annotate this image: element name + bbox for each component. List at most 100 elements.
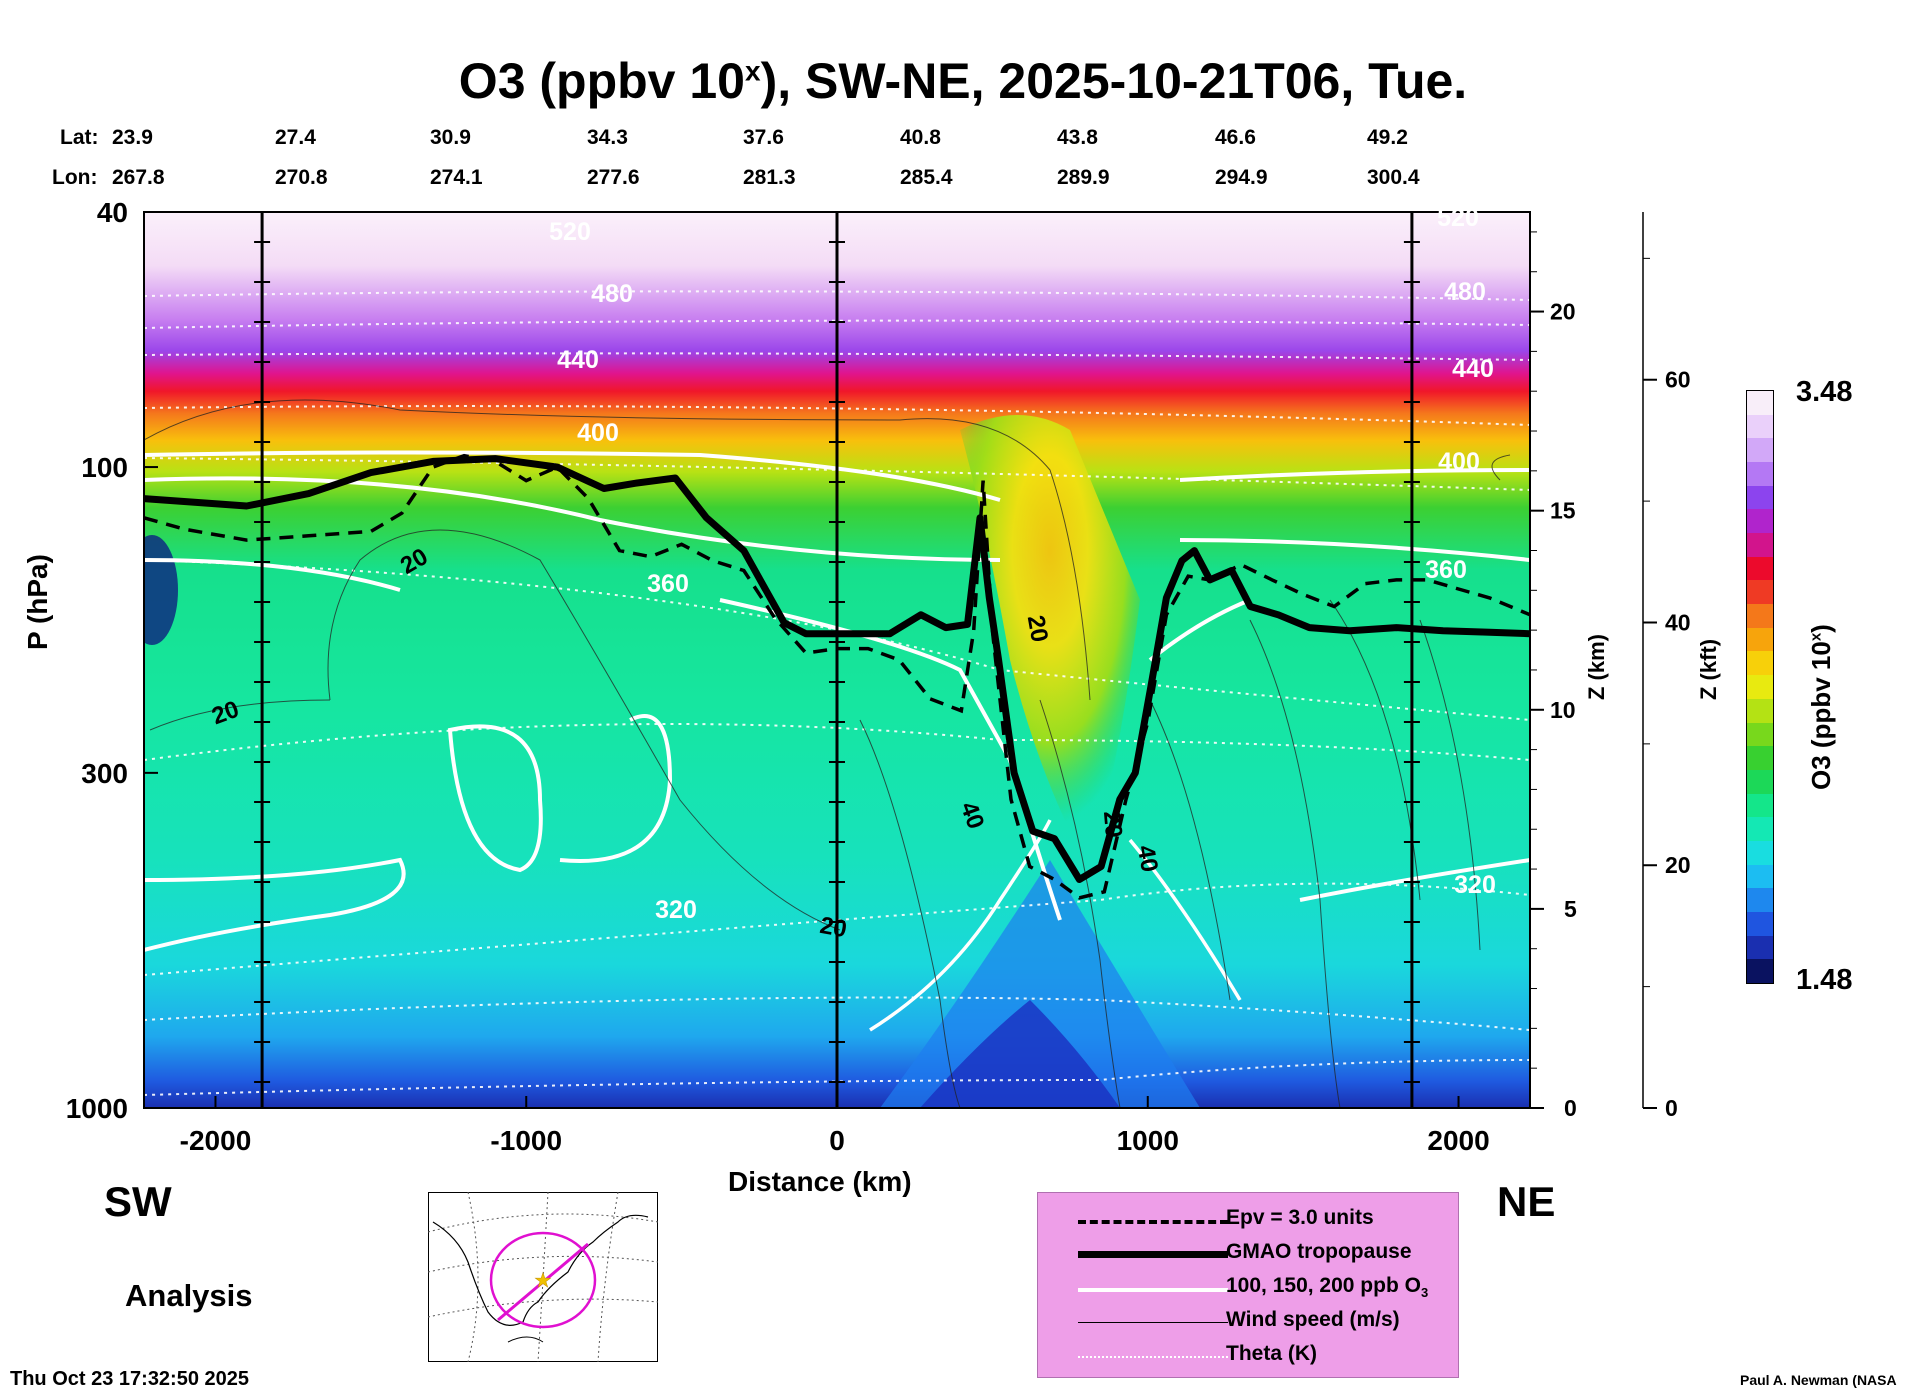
- lon-value: 270.8: [275, 166, 328, 189]
- z-km-tick-label: 10: [1550, 697, 1576, 723]
- theta-label: 520: [1437, 204, 1479, 232]
- o3-contour-200: [144, 450, 1530, 502]
- lon-value: 277.6: [587, 166, 640, 189]
- lat-label: Lat:: [60, 126, 99, 149]
- domain-circle: [489, 1231, 597, 1329]
- legend-item-theta: Theta (K): [1038, 1339, 1458, 1373]
- lat-value: 30.9: [430, 126, 471, 149]
- theta-label: 360: [1425, 556, 1467, 584]
- o3-contour-loop-2: [559, 714, 673, 863]
- lon-value: 285.4: [900, 166, 953, 189]
- lon-value: 294.9: [1215, 166, 1268, 189]
- lat-value: 40.8: [900, 126, 941, 149]
- colorbar-swatch: [1747, 745, 1773, 770]
- lon-value: 267.8: [112, 166, 165, 189]
- p-tick-label: 100: [81, 452, 128, 483]
- low-ozone-patch: [144, 535, 178, 645]
- p-tick-label: 1000: [66, 1093, 128, 1124]
- legend-item-o3: 100, 150, 200 ppb O3: [1038, 1271, 1458, 1305]
- colorbar: [1746, 390, 1774, 984]
- z-km-title: Z (km): [1584, 634, 1609, 700]
- lon-label: Lon:: [52, 166, 98, 189]
- o3-contour-loop-1: [447, 724, 543, 873]
- colorbar-swatch: [1747, 579, 1773, 605]
- timestamp: Thu Oct 23 17:32:50 2025: [10, 1368, 250, 1390]
- wind-contours: [144, 399, 1511, 1108]
- z-kft-title: Z (kft): [1696, 638, 1721, 700]
- colorbar-swatch: [1747, 508, 1773, 534]
- transect-line: [497, 1242, 589, 1322]
- theta-label: 320: [655, 896, 697, 924]
- legend-item-wind: Wind speed (m/s): [1038, 1305, 1458, 1339]
- map-inset: ★: [428, 1192, 658, 1362]
- legend: Epv = 3.0 units GMAO tropopause 100, 150…: [1037, 1192, 1459, 1378]
- lon-value: 300.4: [1367, 166, 1420, 189]
- credit: Paul A. Newman (NASA: [1740, 1372, 1897, 1388]
- direction-right: NE: [1497, 1178, 1556, 1225]
- theta-label: 400: [577, 419, 619, 447]
- theta-label: 480: [1444, 278, 1486, 306]
- theta-lines: [144, 290, 1530, 1096]
- colorbar-swatch: [1747, 887, 1773, 912]
- colorbar-min: 1.48: [1796, 964, 1853, 996]
- colorbar-title: O3 (ppbv 10x): [1806, 624, 1836, 790]
- direction-left: SW: [104, 1178, 172, 1225]
- z-kft-tick-label: 40: [1665, 609, 1691, 635]
- lon-value: 274.1: [430, 166, 483, 189]
- p-tick-label: 40: [97, 197, 128, 228]
- x-axis-title: Distance (km): [728, 1166, 912, 1197]
- colorbar-swatch: [1747, 391, 1773, 415]
- o3-contour-right: [1299, 858, 1530, 902]
- colorbar-swatch: [1747, 863, 1773, 889]
- z-kft-tick-label: 0: [1665, 1095, 1678, 1121]
- colorbar-swatch: [1747, 697, 1773, 723]
- tropopause-fold: [960, 415, 1140, 870]
- o3-contour-150: [144, 476, 1530, 562]
- colorbar-swatch: [1747, 531, 1773, 557]
- coastline: [432, 1214, 649, 1326]
- p-tick-label: 300: [81, 758, 128, 789]
- z-kft-tick-label: 60: [1665, 367, 1691, 393]
- legend-item-tropopause: GMAO tropopause: [1038, 1237, 1458, 1271]
- theta-label: 360: [647, 570, 689, 598]
- lat-value: 34.3: [587, 126, 628, 149]
- colorbar-swatch: [1747, 673, 1773, 699]
- wind-label: 20: [818, 912, 849, 943]
- colorbar-swatch: [1747, 768, 1773, 794]
- colorbar-max: 3.48: [1796, 376, 1853, 408]
- z-kft-tick-label: 20: [1665, 852, 1691, 878]
- lat-value: 46.6: [1215, 126, 1256, 149]
- o3-contour-100: [144, 558, 1251, 921]
- theta-label: 320: [1454, 871, 1496, 899]
- x-tick-label: -2000: [180, 1125, 252, 1156]
- colorbar-swatch: [1747, 934, 1773, 960]
- colorbar-swatch: [1747, 958, 1773, 983]
- lat-value: 43.8: [1057, 126, 1098, 149]
- center-star-icon: ★: [534, 1270, 552, 1292]
- colorbar-swatch: [1747, 437, 1773, 463]
- y-axis-title: P (hPa): [22, 554, 53, 650]
- lat-value: 23.9: [112, 126, 153, 149]
- lon-value: 289.9: [1057, 166, 1110, 189]
- colorbar-swatch: [1747, 839, 1773, 865]
- x-tick-label: 2000: [1427, 1125, 1489, 1156]
- theta-label: 520: [549, 218, 591, 246]
- low-ozone-tongue: [880, 860, 1200, 1108]
- lat-value: 37.6: [743, 126, 784, 149]
- x-tick-label: 1000: [1117, 1125, 1179, 1156]
- colorbar-swatch: [1747, 721, 1773, 747]
- lat-value: 27.4: [275, 126, 316, 149]
- colorbar-swatch: [1747, 626, 1773, 652]
- chart-title: O3 (ppbv 10x), SW-NE, 2025-10-21T06, Tue…: [458, 53, 1468, 109]
- colorbar-swatch: [1747, 602, 1773, 628]
- analysis-label: Analysis: [125, 1278, 253, 1313]
- wind-label: 40: [1132, 843, 1163, 874]
- legend-item-epv: Epv = 3.0 units: [1038, 1203, 1458, 1237]
- colorbar-swatch: [1747, 792, 1773, 818]
- colorbar-swatch: [1747, 816, 1773, 841]
- colorbar-swatch: [1747, 910, 1773, 936]
- theta-label: 440: [557, 346, 599, 374]
- z-km-tick-label: 15: [1550, 498, 1576, 524]
- tropopause-line: [143, 455, 1531, 883]
